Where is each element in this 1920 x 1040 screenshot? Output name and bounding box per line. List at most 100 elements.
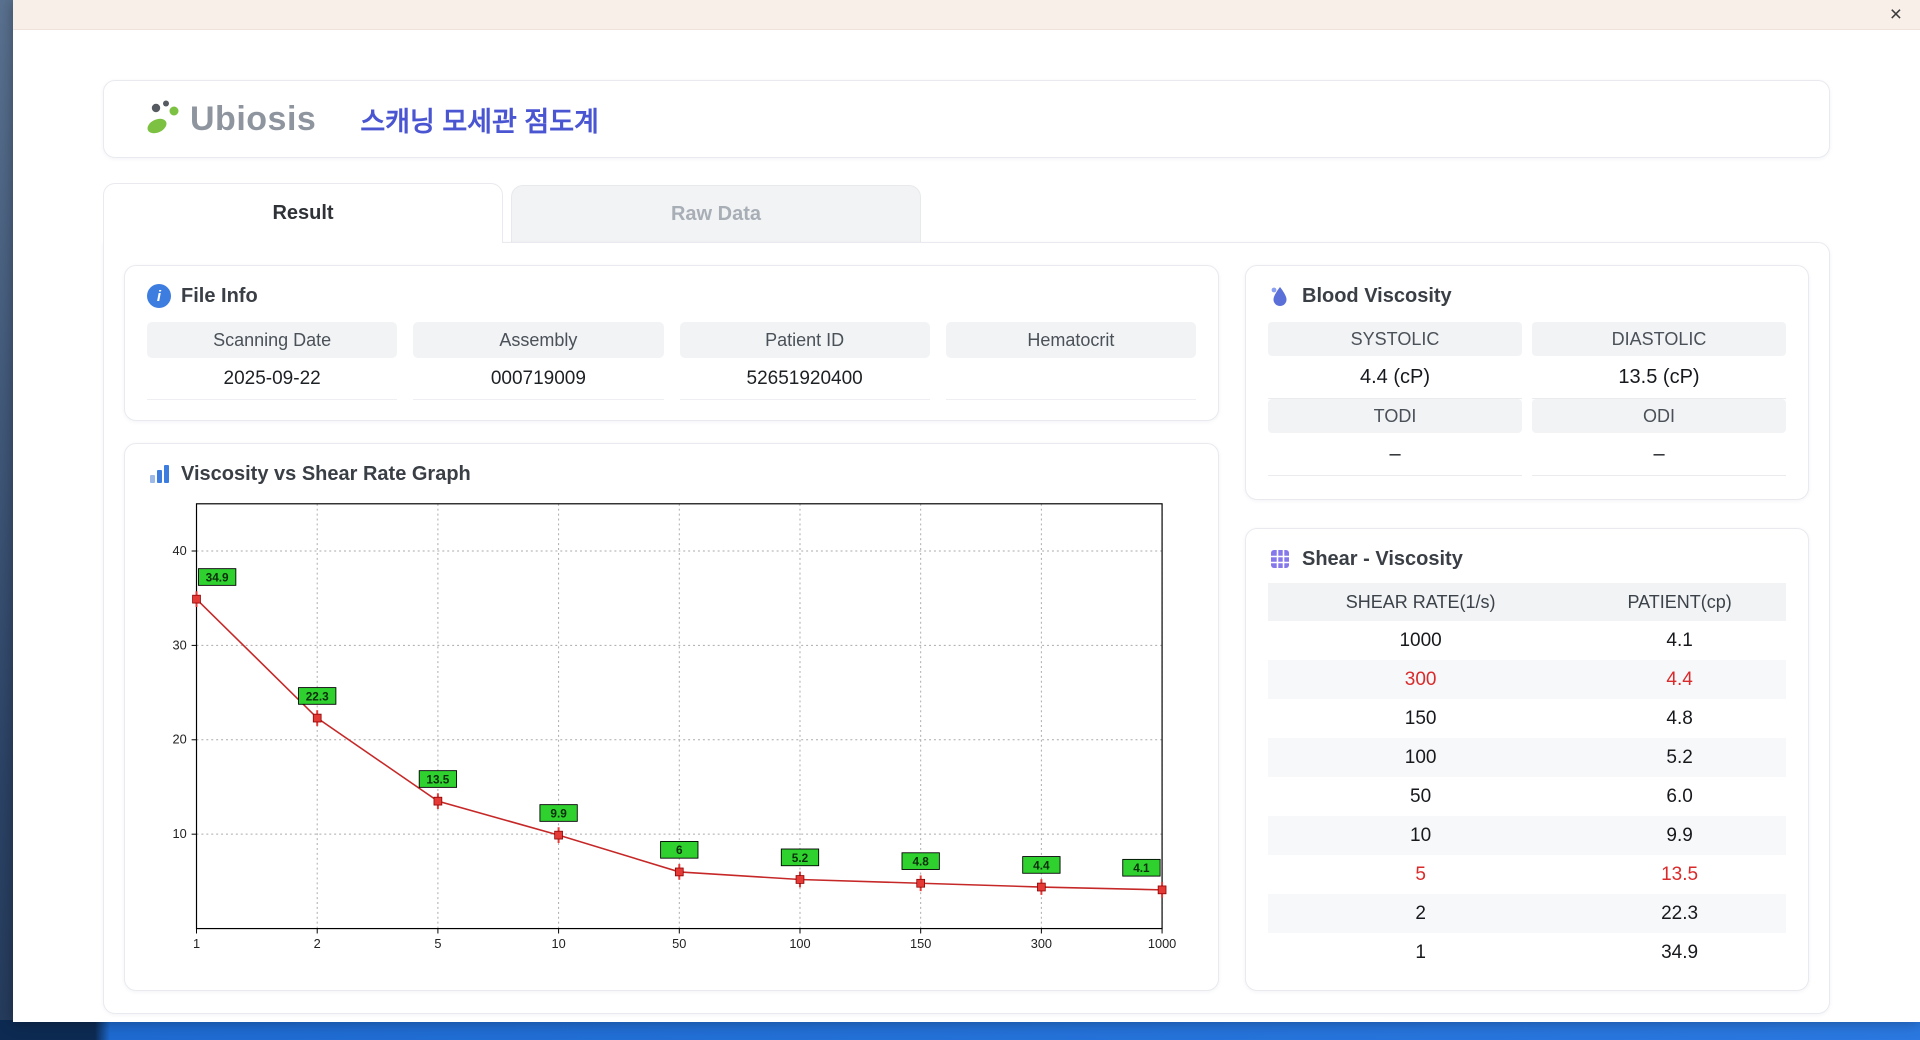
logo-text: Ubiosis (190, 99, 317, 138)
field-label: Assembly (413, 322, 664, 358)
cell-shear-rate: 5 (1415, 863, 1426, 885)
svg-text:4.4: 4.4 (1033, 859, 1050, 872)
svg-text:100: 100 (789, 936, 810, 951)
file-info-field: Assembly 000719009 (413, 322, 664, 400)
table-row: 5 13.5 (1268, 855, 1786, 894)
shear-table: SHEAR RATE(1/s) PATIENT(cp) 1000 4.1 300 4.… (1268, 583, 1786, 972)
cell-shear-rate: 1 (1415, 941, 1426, 963)
field-value: 2025-09-22 (147, 358, 398, 400)
cell-shear-rate: 100 (1404, 746, 1437, 768)
bar-chart-icon (150, 465, 169, 483)
cell-patient: 4.1 (1666, 629, 1693, 651)
bv-value-odi: – (1532, 433, 1786, 476)
svg-text:40: 40 (172, 543, 186, 558)
bv-value-diastolic: 13.5 (cP) (1532, 356, 1786, 399)
shear-viscosity-card: Shear - Viscosity SHEAR RATE(1/s) PATIEN… (1245, 528, 1809, 991)
bv-header-systolic: SYSTOLIC (1268, 322, 1522, 356)
field-label: Patient ID (679, 322, 930, 358)
svg-text:10: 10 (551, 936, 565, 951)
svg-text:1000: 1000 (1148, 936, 1176, 951)
field-value: 000719009 (413, 358, 664, 400)
file-info-fields: Scanning Date 2025-09-22 Assembly 000719009… (147, 322, 1196, 400)
svg-text:13.5: 13.5 (426, 773, 449, 786)
droplet-icon (1271, 287, 1287, 306)
cell-patient: 5.2 (1666, 746, 1693, 768)
bv-value-systolic: 4.4 (cP) (1268, 356, 1522, 399)
file-info-title: File Info (181, 284, 258, 307)
svg-text:5.2: 5.2 (792, 852, 809, 865)
cell-patient: 34.9 (1661, 941, 1699, 963)
table-icon (1271, 550, 1289, 568)
svg-text:20: 20 (172, 732, 186, 747)
table-row: 1 34.9 (1268, 933, 1786, 972)
col-shear-rate: SHEAR RATE(1/s) (1268, 583, 1574, 621)
close-icon[interactable]: × (1889, 3, 1902, 26)
svg-text:22.3: 22.3 (306, 690, 329, 703)
table-row: 1000 4.1 (1268, 621, 1786, 660)
shear-table-body: 1000 4.1 300 4.4 150 4.8 100 5.2 50 6.0 10 9.9 5 13.5… (1268, 621, 1786, 972)
blood-viscosity-header: Blood Viscosity (1268, 284, 1786, 308)
cell-shear-rate: 2 (1415, 902, 1426, 924)
svg-text:1: 1 (193, 936, 200, 951)
result-panel: i File Info Scanning Date 2025-09-22 Assem… (103, 242, 1830, 1014)
svg-text:150: 150 (910, 936, 931, 951)
file-info-field: Hematocrit (945, 322, 1196, 400)
cell-patient: 13.5 (1661, 863, 1699, 885)
ubiosis-logo: Ubiosis (144, 98, 316, 140)
table-row: 100 5.2 (1268, 738, 1786, 777)
file-info-card: i File Info Scanning Date 2025-09-22 Assem… (124, 265, 1219, 421)
cell-shear-rate: 10 (1410, 824, 1432, 846)
file-info-field: Scanning Date 2025-09-22 (147, 322, 398, 400)
cell-shear-rate: 150 (1404, 707, 1437, 729)
graph-header: Viscosity vs Shear Rate Graph (147, 462, 1196, 486)
cell-patient: 4.8 (1666, 707, 1693, 729)
svg-text:34.9: 34.9 (206, 571, 229, 584)
file-info-field: Patient ID 52651920400 (679, 322, 930, 400)
left-column: i File Info Scanning Date 2025-09-22 Assem… (124, 265, 1219, 991)
svg-text:2: 2 (314, 936, 321, 951)
field-value: 52651920400 (679, 358, 930, 400)
svg-text:10: 10 (172, 826, 186, 841)
shear-table-head: SHEAR RATE(1/s) PATIENT(cp) (1268, 583, 1786, 621)
col-patient: PATIENT(cp) (1573, 583, 1786, 621)
bv-header-todi: TODI (1268, 399, 1522, 433)
file-info-header: i File Info (147, 284, 1196, 308)
leaf-icon (147, 100, 179, 134)
svg-text:4.8: 4.8 (912, 856, 929, 869)
svg-text:300: 300 (1031, 936, 1052, 951)
graph-title: Viscosity vs Shear Rate Graph (181, 462, 471, 485)
app-window: × Ubiosis 스캐닝 모세관 점도계 Result Raw Data (13, 0, 1920, 1022)
cell-shear-rate: 1000 (1399, 629, 1442, 651)
tab-bar: Result Raw Data (103, 182, 1830, 243)
field-value (945, 358, 1196, 400)
bv-header-odi: ODI (1532, 399, 1786, 433)
shear-viscosity-title: Shear - Viscosity (1302, 547, 1463, 570)
table-row: 2 22.3 (1268, 894, 1786, 933)
table-row: 150 4.8 (1268, 699, 1786, 738)
field-label: Hematocrit (945, 322, 1196, 358)
shear-viscosity-header: Shear - Viscosity (1268, 547, 1786, 571)
field-label: Scanning Date (147, 322, 398, 358)
cell-patient: 9.9 (1666, 824, 1693, 846)
blood-viscosity-title: Blood Viscosity (1302, 284, 1452, 307)
tab-result[interactable]: Result (103, 183, 503, 243)
cell-shear-rate: 50 (1410, 785, 1432, 807)
svg-text:6: 6 (676, 844, 683, 857)
right-column: Blood Viscosity SYSTOLIC DIASTOLIC 4.4 (cP… (1245, 265, 1809, 991)
cell-patient: 4.4 (1666, 668, 1693, 690)
bv-header-diastolic: DIASTOLIC (1532, 322, 1786, 356)
cell-shear-rate: 300 (1404, 668, 1437, 690)
info-icon: i (147, 284, 171, 308)
svg-text:30: 30 (172, 637, 186, 652)
table-row: 10 9.9 (1268, 816, 1786, 855)
viscosity-chart-svg: 10 20 30 40 1 2 5 10 50 100 150 300 1000 34.9 22.3 13.5… (172, 503, 1176, 951)
app-header: Ubiosis 스캐닝 모세관 점도계 (103, 80, 1830, 158)
blood-viscosity-grid: SYSTOLIC DIASTOLIC 4.4 (cP) 13.5 (cP) TODI OD… (1268, 322, 1786, 476)
tab-raw-data[interactable]: Raw Data (511, 185, 921, 242)
cell-patient: 6.0 (1666, 785, 1693, 807)
svg-text:4.1: 4.1 (1133, 862, 1150, 875)
window-content: Ubiosis 스캐닝 모세관 점도계 Result Raw Data i Fi… (13, 30, 1920, 1022)
table-row: 50 6.0 (1268, 777, 1786, 816)
blood-viscosity-card: Blood Viscosity SYSTOLIC DIASTOLIC 4.4 (cP… (1245, 265, 1809, 500)
window-titlebar: × (13, 0, 1920, 30)
